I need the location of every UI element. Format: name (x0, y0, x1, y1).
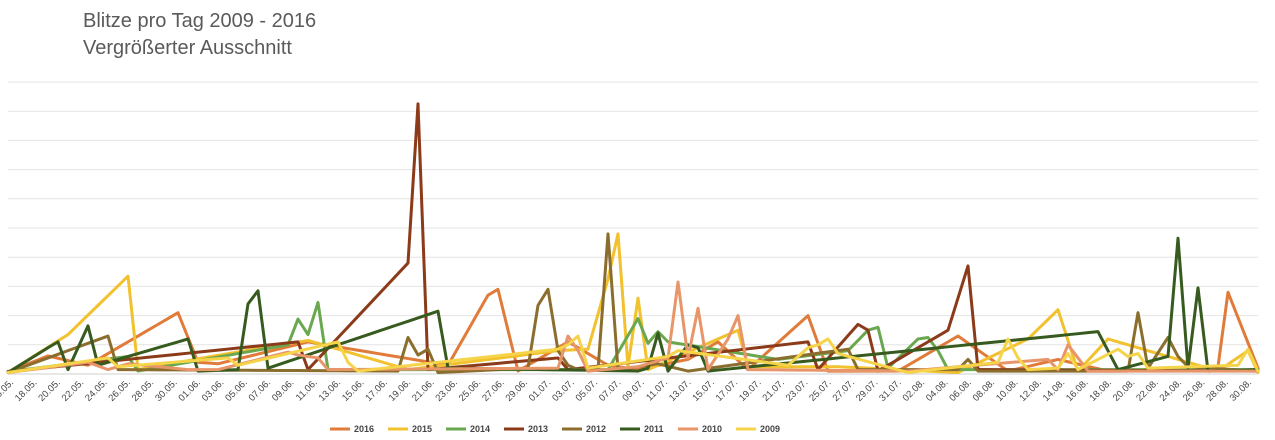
x-tick-label: 31.07. (877, 377, 903, 403)
x-tick-label: 01.06. (177, 377, 203, 403)
x-tick-label: 09.07. (620, 377, 646, 403)
x-tick-label: 05.06. (223, 377, 249, 403)
x-tick-label: 24.05. (83, 377, 109, 403)
chart-title: Blitze pro Tag 2009 - 2016 (83, 10, 317, 32)
x-tick-label: 12.08. (1017, 377, 1043, 403)
x-tick-label: 11.06. (294, 377, 320, 403)
legend-label-2010: 2010 (702, 424, 722, 434)
chart-subtitle: Vergrößerter Ausschnitt (83, 37, 292, 59)
x-tick-label: 26.05. (106, 377, 132, 403)
x-tick-label: 27.07. (831, 377, 857, 403)
x-tick-label: 15.07. (690, 377, 716, 403)
x-tick-label: 06.08. (947, 377, 973, 403)
legend-label-2014: 2014 (470, 424, 490, 434)
legend-label-2009: 2009 (760, 424, 780, 434)
x-tick-label: 07.07. (597, 377, 623, 403)
x-tick-label: 29.07. (854, 377, 880, 403)
x-tick-label: 05.07. (574, 377, 600, 403)
x-tick-label: 28.08. (1204, 377, 1230, 403)
x-tick-label: 08.08. (971, 377, 997, 403)
series-lines (6, 102, 1260, 375)
x-tick-label: 17.07. (714, 377, 740, 403)
x-tick-label: 16.05. (0, 377, 16, 403)
x-tick-label: 09.06. (270, 377, 296, 403)
x-tick-label: 20.05. (36, 377, 62, 403)
x-tick-label: 13.07. (667, 377, 693, 403)
legend-label-2016: 2016 (354, 424, 374, 434)
x-tick-label: 18.05. (13, 377, 39, 403)
x-tick-label: 21.07. (760, 377, 786, 403)
x-tick-label: 13.06. (317, 377, 343, 403)
x-tick-label: 28.05. (130, 377, 156, 403)
x-tick-label: 20.08. (1111, 377, 1137, 403)
x-tick-label: 26.08. (1181, 377, 1207, 403)
x-tick-label: 29.06. (504, 377, 530, 403)
x-tick-label: 21.06. (410, 377, 436, 403)
x-tick-label: 10.08. (994, 377, 1020, 403)
x-tick-label: 19.07. (737, 377, 763, 403)
x-tick-label: 03.06. (200, 377, 226, 403)
x-tick-label: 03.07. (550, 377, 576, 403)
x-tick-label: 22.05. (60, 377, 86, 403)
x-tick-label: 30.05. (153, 377, 179, 403)
legend-label-2015: 2015 (412, 424, 432, 434)
legend: 2016 2015 2014 2013 2012 2011 2010 2009 (330, 424, 780, 434)
x-axis-tick-labels: 16.05.18.05.20.05.22.05.24.05.26.05.28.0… (0, 377, 1254, 403)
series-line-2010 (6, 280, 1260, 375)
x-tick-label: 16.08. (1064, 377, 1090, 403)
x-tick-label: 30.08. (1228, 377, 1254, 403)
x-tick-label: 02.08. (901, 377, 927, 403)
x-tick-label: 22.08. (1134, 377, 1160, 403)
x-tick-label: 23.07. (784, 377, 810, 403)
x-tick-label: 19.06. (387, 377, 413, 403)
x-tick-label: 23.06. (433, 377, 459, 403)
gridlines (8, 81, 1258, 375)
x-tick-label: 04.08. (924, 377, 950, 403)
x-tick-label: 18.08. (1088, 377, 1114, 403)
x-tick-label: 24.08. (1158, 377, 1184, 403)
x-tick-label: 11.07. (644, 377, 670, 403)
x-tick-label: 07.06. (247, 377, 273, 403)
x-tick-label: 17.06. (363, 377, 389, 403)
legend-label-2013: 2013 (528, 424, 548, 434)
legend-label-2012: 2012 (586, 424, 606, 434)
x-tick-label: 01.07. (527, 377, 553, 403)
x-tick-label: 14.08. (1041, 377, 1067, 403)
x-tick-label: 25.06. (457, 377, 483, 403)
series-line-2009 (6, 334, 1260, 375)
x-tick-label: 15.06. (340, 377, 366, 403)
x-tick-label: 27.06. (480, 377, 506, 403)
series-line-2015 (6, 232, 1260, 375)
x-tick-label: 25.07. (807, 377, 833, 403)
legend-label-2011: 2011 (644, 424, 664, 434)
